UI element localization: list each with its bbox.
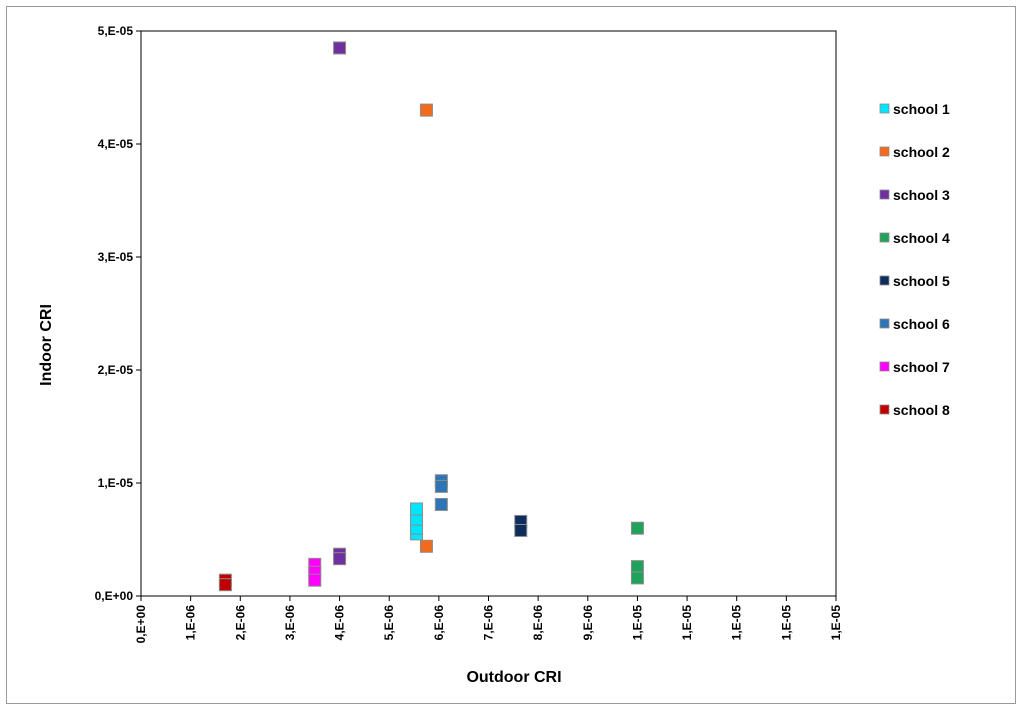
legend-marker [879,404,890,415]
legend-label: school 4 [893,230,950,246]
chart-frame: 0,E+00 1,E-06 2,E-06 3,E-06 4,E-06 5,E-06 6,E-… [6,6,1016,704]
x-tick-label: 2,E-06 [233,605,247,641]
x-tick-label: 1,E-05 [779,605,793,641]
x-tick-label: 1,E-05 [630,605,644,641]
axis-ticks: 0,E+00 1,E-06 2,E-06 3,E-06 4,E-06 5,E-06 6,E-… [95,24,843,643]
x-tick-label: 0,E+00 [134,605,148,644]
y-axis-title: Indoor CRI [38,304,55,386]
data-point [333,41,347,55]
data-point [419,539,433,553]
x-tick-label: 8,E-06 [531,605,545,641]
plot-area [140,30,837,597]
x-axis-title: Outdoor CRI [466,669,561,686]
legend-label: school 1 [893,101,950,117]
legend-marker [879,232,890,243]
legend-marker [879,275,890,286]
y-tick-label: 2,E-05 [98,363,134,377]
x-tick-label: 6,E-06 [432,605,446,641]
legend-label: school 6 [893,316,950,332]
x-tick-label: 1,E-05 [730,605,744,641]
legend-label: school 2 [893,144,950,160]
data-point [630,521,644,535]
x-tick-label: 4,E-06 [333,605,347,641]
x-tick-label: 1,E-06 [184,605,198,641]
legend-marker [879,103,890,114]
x-tick-label: 3,E-06 [283,605,297,641]
x-tick-label: 1,E-05 [829,605,843,641]
data-point [630,560,644,574]
x-tick-label: 5,E-06 [382,605,396,641]
legend-label: school 7 [893,359,950,375]
scatter-chart: 0,E+00 1,E-06 2,E-06 3,E-06 4,E-06 5,E-06 6,E-… [38,24,950,686]
y-tick-label: 4,E-05 [98,137,134,151]
data-point [630,571,644,585]
x-tick-label: 9,E-06 [581,605,595,641]
data-point [419,103,433,117]
data-point [218,578,232,592]
data-point [434,497,448,511]
legend: school 1 school 2 school 3 school 4 school 5… [879,101,950,418]
legend-label: school 8 [893,402,950,418]
y-tick-label: 3,E-05 [98,250,134,264]
legend-marker [879,361,890,372]
legend-label: school 3 [893,187,950,203]
x-tick-label: 7,E-06 [482,605,496,641]
legend-label: school 5 [893,273,950,289]
data-point [333,552,347,566]
y-tick-label: 5,E-05 [98,24,134,38]
legend-marker [879,146,890,157]
y-tick-label: 0,E+00 [95,589,134,603]
data-point [434,479,448,493]
data-point [514,523,528,537]
y-tick-label: 1,E-05 [98,476,134,490]
data-point [410,502,424,516]
legend-marker [879,189,890,200]
x-tick-label: 1,E-05 [680,605,694,641]
data-point [308,573,322,587]
legend-marker [879,318,890,329]
data-points [218,41,644,592]
